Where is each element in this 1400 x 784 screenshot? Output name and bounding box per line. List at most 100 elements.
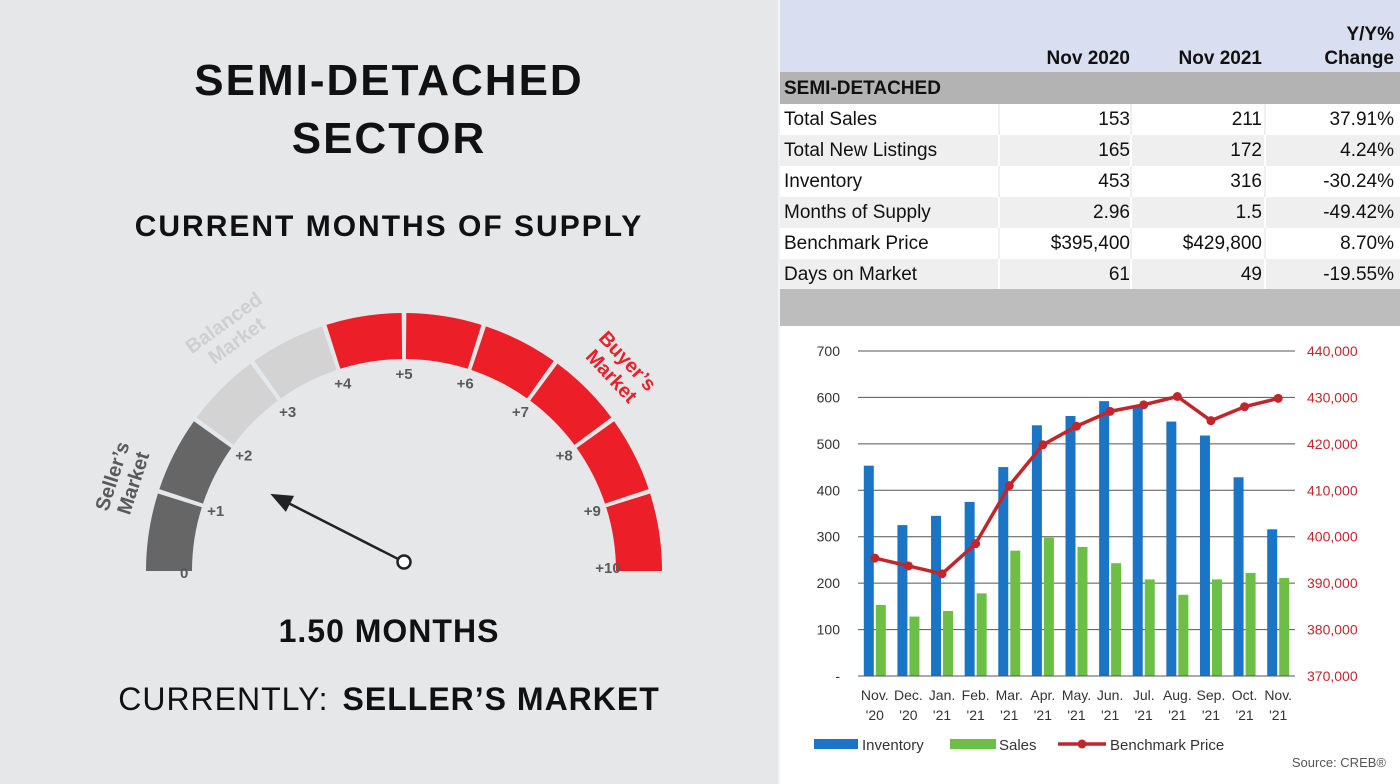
table-section-header: SEMI-DETACHED: [780, 72, 1400, 104]
table-cell: 61: [1108, 264, 1130, 285]
y-tick-label-left: 500: [817, 436, 841, 452]
inventory-bar: [897, 525, 908, 676]
table-row: Months of Supply 2.96 1.5 -49.42%: [780, 197, 1400, 228]
gauge-needle: [289, 502, 399, 560]
y-tick-label-left: 700: [817, 343, 841, 359]
y-tick-label-right: 430,000: [1307, 389, 1358, 405]
x-tick-label: '21: [933, 707, 951, 723]
table-cell: 8.70%: [1340, 233, 1394, 254]
x-tick-label: Nov.: [1264, 687, 1292, 703]
inventory-bar: [863, 465, 874, 676]
table-cell: $429,800: [1182, 233, 1262, 254]
benchmark-price-point: [1172, 392, 1182, 401]
sales-bar: [1010, 550, 1021, 676]
gauge-segment: [254, 326, 337, 399]
x-tick-label: Jan.: [929, 687, 955, 703]
table-row: Days on Market 61 49 -19.55%: [780, 259, 1400, 290]
row-label: Days on Market: [784, 264, 918, 285]
table-cell: 37.91%: [1329, 109, 1394, 130]
benchmark-price-point: [1072, 421, 1081, 431]
chart-source: Source: CREB®: [1291, 755, 1386, 770]
x-tick-label: Feb.: [962, 687, 990, 703]
gauge-tick-label: +8: [556, 448, 573, 465]
legend-label-inventory: Inventory: [862, 737, 924, 754]
row-label: Total New Listings: [784, 140, 938, 161]
gauge-segment: [576, 421, 649, 504]
x-tick-label: Dec.: [894, 687, 923, 703]
cell-separator: [1264, 166, 1266, 197]
inventory-bar: [1065, 416, 1076, 676]
x-tick-label: Apr.: [1030, 687, 1055, 703]
benchmark-price-point: [937, 569, 947, 579]
cell-separator: [1264, 197, 1266, 228]
cell-separator: [1130, 135, 1132, 166]
table-cell: -30.24%: [1323, 171, 1394, 192]
gauge-segment: [326, 313, 403, 369]
benchmark-price-point: [1240, 402, 1250, 412]
inventory-bar: [1166, 421, 1177, 676]
cell-separator: [1130, 259, 1132, 290]
x-tick-label: '21: [1135, 707, 1153, 723]
x-tick-label: Jul.: [1133, 687, 1155, 703]
row-label: Total Sales: [784, 109, 877, 130]
table-cell: 211: [1231, 109, 1262, 130]
legend-label-benchmark: Benchmark Price: [1110, 737, 1224, 754]
table-cell: $395,400: [1050, 233, 1130, 254]
y-tick-label-right: 440,000: [1307, 343, 1358, 359]
y-tick-label-left: 400: [817, 482, 841, 498]
y-tick-label-right: 400,000: [1307, 529, 1358, 545]
cell-separator: [998, 166, 1000, 197]
sales-bar: [1211, 579, 1222, 676]
header-nov-2021: Nov 2021: [1178, 48, 1262, 69]
inventory-bar: [998, 467, 1009, 676]
table-row: Total New Listings 165 172 4.24%: [780, 135, 1400, 166]
gauge-tick-label: 0: [180, 565, 188, 582]
benchmark-price-point: [1004, 481, 1014, 491]
y-tick-label-left: -: [835, 668, 840, 684]
market-status-value: SELLER’S MARKET: [342, 681, 660, 717]
gauge-segment: [530, 363, 612, 445]
table-cell: 316: [1230, 171, 1262, 192]
inventory-bar: [1099, 401, 1110, 676]
gauge-segment: [471, 326, 554, 399]
sales-bar: [976, 593, 987, 676]
sales-bar: [943, 611, 954, 676]
table-cell: -19.55%: [1323, 264, 1394, 285]
inventory-bar: [1233, 477, 1244, 676]
sales-bar: [1043, 537, 1054, 676]
table-row: Inventory 453 316 -30.24%: [780, 166, 1400, 197]
sales-bar: [909, 616, 920, 676]
panel-divider: [778, 0, 780, 784]
inventory-bar: [1199, 435, 1210, 676]
x-tick-label: '21: [1034, 707, 1052, 723]
gauge-needle-head: [270, 493, 295, 512]
row-label: Inventory: [784, 171, 863, 192]
benchmark-price-point: [870, 553, 880, 563]
cell-separator: [1130, 228, 1132, 259]
market-status: CURRENTLY: SELLER’S MARKET: [0, 678, 778, 720]
gauge-tick-label: +9: [584, 503, 601, 520]
x-tick-label: May.: [1062, 687, 1091, 703]
x-tick-label: Oct.: [1232, 687, 1258, 703]
gauge-tick-label: +1: [207, 503, 224, 520]
inventory-bar: [964, 501, 975, 676]
inventory-bar: [1031, 425, 1042, 676]
benchmark-price-point: [1273, 393, 1283, 403]
stats-panel: Nov 2020 Nov 2021 Y/Y% Change SEMI-DETAC…: [780, 0, 1400, 784]
benchmark-price-point: [1038, 440, 1048, 450]
y-tick-label-right: 380,000: [1307, 622, 1358, 638]
inventory-bar: [931, 515, 942, 676]
x-tick-label: Sep.: [1197, 687, 1226, 703]
cell-separator: [1130, 104, 1132, 135]
header-change: Change: [1324, 48, 1394, 69]
sales-bar: [1077, 546, 1088, 676]
y-tick-label-right: 410,000: [1307, 482, 1358, 498]
benchmark-price-point: [903, 561, 913, 571]
table-cell: 153: [1098, 109, 1130, 130]
cell-separator: [998, 228, 1000, 259]
table-row: Total Sales 153 211 37.91%: [780, 104, 1400, 135]
x-tick-label: '21: [1067, 707, 1085, 723]
gauge-segment: [606, 493, 662, 571]
sales-bar: [1111, 563, 1122, 676]
benchmark-price-point: [971, 539, 981, 549]
